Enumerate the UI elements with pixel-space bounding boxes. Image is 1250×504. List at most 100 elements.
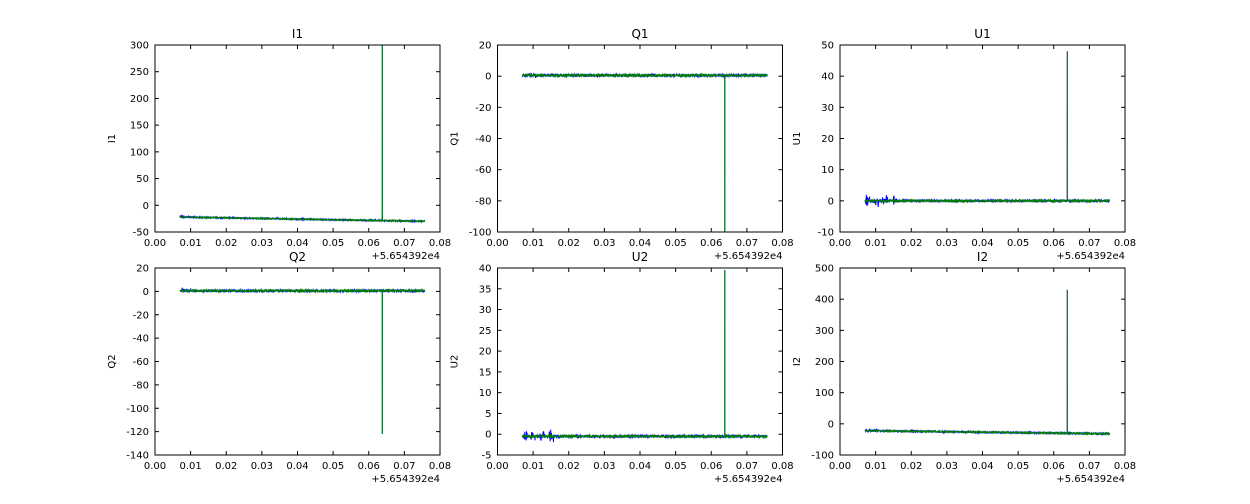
axes-frame [154,44,441,233]
x-offset-label: +5.654392e4 [1056,474,1125,485]
x-tick-label: 0.01 [864,461,886,472]
y-tick-label: -20 [475,103,491,114]
y-tick-label: -100 [126,404,149,415]
x-tick-label: 0.00 [829,238,851,249]
series-channel-blue [864,51,1110,207]
y-tick-label: 250 [130,67,149,78]
y-tick-label: -80 [475,196,491,207]
x-tick-label: 0.07 [736,238,758,249]
axes-frame [839,267,1126,456]
x-tick-label: 0.03 [593,461,615,472]
subplot-title: Q2 [289,250,306,264]
x-tick-label: 0.04 [971,461,993,472]
x-tick-label: 0.02 [215,238,237,249]
x-tick-label: 0.06 [358,461,380,472]
series-channel-green [179,45,426,223]
y-tick-label: 0 [828,419,834,430]
x-tick-label: 0.04 [286,461,308,472]
y-tick-label: 40 [479,264,492,275]
y-tick-label: -80 [133,380,149,391]
y-tick-label: 40 [821,72,834,83]
x-tick-label: 0.07 [393,238,415,249]
x-tick-label: 0.02 [558,238,580,249]
x-tick-label: 0.08 [1114,238,1136,249]
x-tick-label: 0.04 [286,238,308,249]
y-tick-label: 300 [130,41,149,52]
y-tick-label: 25 [479,326,492,337]
y-tick-label: -40 [133,334,149,345]
x-tick-label: 0.03 [251,461,273,472]
series-channel-green [864,289,1110,437]
y-axis-label: I2 [792,357,803,366]
subplot-I2: 0.00 0.01 0.02 0.03 0.04 0.05 0.06 0.07 0.08 -100… [792,250,1136,485]
x-tick-label: 0.05 [664,238,686,249]
subplot-I1: 0.00 0.01 0.02 0.03 0.04 0.05 0.06 0.07 0.08 -50 0… [107,27,451,262]
y-tick-label: 30 [821,103,834,114]
y-axis-label: Q2 [107,354,118,368]
x-tick-label: 0.02 [900,238,922,249]
x-tick-label: 0.00 [486,238,508,249]
x-tick-label: 0.04 [971,238,993,249]
y-tick-label: 5 [485,409,491,420]
x-tick-label: 0.02 [900,461,922,472]
subplot-title: Q1 [631,27,648,41]
y-axis-label: U2 [450,355,461,369]
y-axis-label: Q1 [450,131,461,145]
y-tick-label: -40 [475,134,491,145]
x-tick-label: 0.07 [393,461,415,472]
x-tick-label: 0.05 [1007,238,1029,249]
y-tick-label: 100 [130,147,149,158]
y-tick-label: -60 [475,165,491,176]
x-tick-label: 0.03 [936,238,958,249]
x-tick-label: 0.01 [522,238,544,249]
y-tick-label: -5 [482,451,492,462]
y-tick-label: 200 [815,357,834,368]
series-channel-blue [521,270,768,443]
y-tick-label: 10 [479,388,492,399]
x-tick-label: 0.08 [771,461,793,472]
axes-frame [497,44,783,233]
x-tick-label: 0.00 [144,461,166,472]
y-tick-label: 150 [130,121,149,132]
y-tick-label: 35 [479,284,492,295]
y-axis-label: I1 [107,134,118,143]
y-tick-label: 200 [130,94,149,105]
x-tick-label: 0.08 [429,238,451,249]
subplot-U1: 0.00 0.01 0.02 0.03 0.04 0.05 0.06 0.07 0.08 -10 0… [792,27,1136,262]
y-tick-label: -100 [469,228,492,239]
series-channel-blue [864,289,1111,436]
x-tick-label: 0.07 [1078,461,1100,472]
series-channel-green [179,287,425,434]
axes-frame [154,267,441,456]
series-channel-green [864,51,1111,204]
x-tick-label: 0.05 [1007,461,1029,472]
x-tick-label: 0.06 [700,461,722,472]
x-tick-label: 0.08 [771,238,793,249]
x-tick-label: 0.00 [829,461,851,472]
y-tick-label: 0 [485,430,491,441]
x-tick-label: 0.08 [429,461,451,472]
axes-frame [839,44,1126,233]
subplot-Q2: 0.00 0.01 0.02 0.03 0.04 0.05 0.06 0.07 0.08 -140… [107,250,451,485]
series-channel-blue [179,287,426,434]
x-tick-label: 0.08 [1114,461,1136,472]
x-tick-label: 0.00 [144,238,166,249]
y-tick-label: 20 [136,264,149,275]
x-tick-label: 0.05 [664,461,686,472]
x-tick-label: 0.06 [1043,461,1065,472]
y-tick-label: -60 [133,357,149,368]
y-tick-label: 10 [821,165,834,176]
series-channel-green [521,72,768,232]
y-tick-label: -120 [126,427,149,438]
y-tick-label: 0 [485,72,491,83]
x-tick-label: 0.01 [864,238,886,249]
x-tick-label: 0.06 [358,238,380,249]
y-tick-label: 100 [815,388,834,399]
y-tick-label: 300 [815,326,834,337]
y-tick-label: -100 [811,451,834,462]
subplot-title: U2 [632,250,648,264]
x-offset-label: +5.654392e4 [371,251,440,262]
y-tick-label: 0 [143,287,149,298]
